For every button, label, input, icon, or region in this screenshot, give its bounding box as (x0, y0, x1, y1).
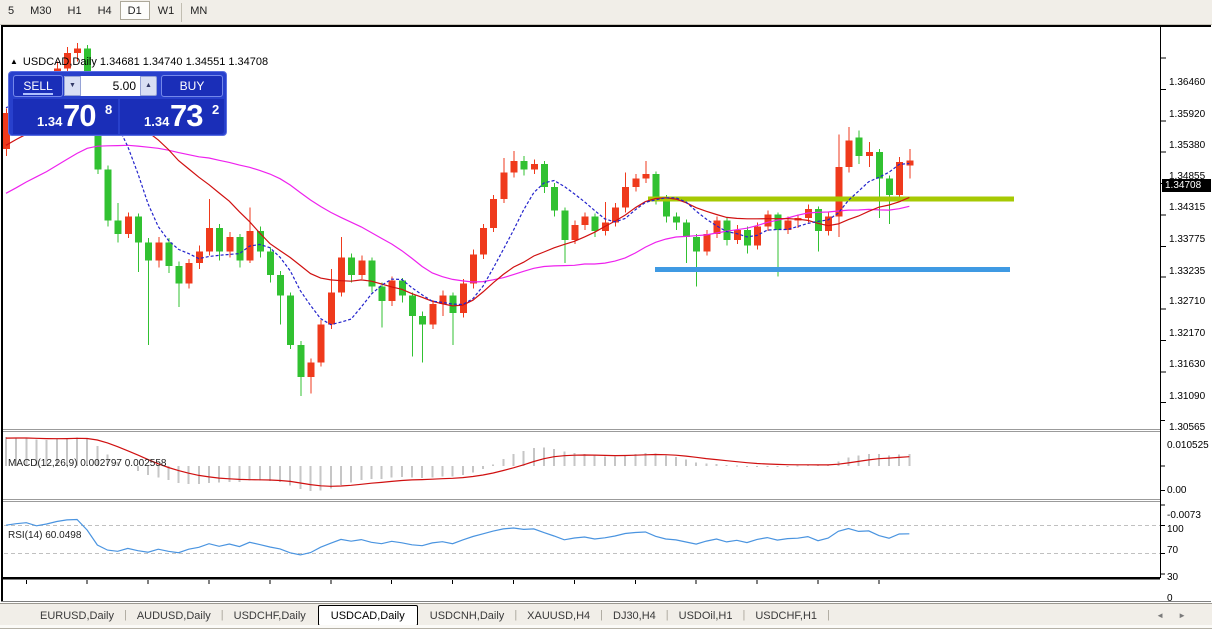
tab-eurusd-daily[interactable]: EURUSD,Daily (40, 610, 114, 622)
chart-symbol-header: ▲ USDCAD,Daily 1.34681 1.34740 1.34551 1.… (10, 56, 268, 68)
toolbar-separator (181, 3, 182, 22)
rsi-axis-label: 70 (1167, 544, 1179, 556)
tab-scroll-left-icon[interactable]: ◄ (1156, 611, 1179, 620)
tab-separator: | (665, 609, 669, 621)
caret-up-icon: ▲ (145, 82, 152, 89)
timeframe-button-5[interactable]: 5 (8, 5, 15, 17)
chart-tabs-bar: EURUSD,Daily | AUDUSD,Daily | USDCHF,Daily US… (0, 603, 1212, 629)
one-click-trade-panel: SELL ▼ ▲ BUY 1.34 70 8 1.34 73 2 (8, 71, 227, 136)
tab-separator: | (123, 609, 127, 621)
moving-averages-layer (5, 76, 910, 326)
price-axis-label: 1.32710 (1169, 296, 1206, 308)
chart-tabs: EURUSD,Daily | AUDUSD,Daily | USDCHF,Daily US… (30, 604, 830, 628)
price-axis-label: 1.34315 (1169, 202, 1206, 214)
tab-separator: | (827, 609, 830, 621)
macd-layer (5, 437, 911, 491)
rsi-axis-label: 0 (1167, 593, 1173, 604)
buy-price-pip: 2 (212, 102, 220, 117)
tab-usdchf-daily[interactable]: USDCHF,Daily (233, 610, 306, 622)
price-axis-label: 1.35380 (1169, 140, 1206, 152)
buy-price-big-digits: 73 (170, 98, 203, 133)
timeframe-button-mn[interactable]: MN (190, 5, 208, 17)
tab-dj30-h4[interactable]: DJ30,H4 (613, 610, 656, 622)
tab-scroll-arrows: ◄► (1156, 611, 1200, 620)
macd-axis-label: 0.00 (1167, 485, 1187, 496)
tab-usdcnh-daily[interactable]: USDCNH,Daily (429, 610, 505, 622)
price-axis-label: 1.34855 (1169, 170, 1206, 182)
hlines-layer (648, 196, 1014, 273)
price-axis-label: 1.35920 (1169, 108, 1206, 120)
tab-scroll-right-icon[interactable]: ► (1178, 611, 1200, 620)
price-axis-label: 1.33775 (1169, 233, 1206, 245)
volume-increase-button[interactable]: ▲ (140, 76, 157, 96)
price-axis-label: 1.31630 (1169, 359, 1206, 371)
caret-down-icon: ▼ (69, 82, 76, 89)
resistance-line[interactable] (648, 196, 1014, 202)
macd-axis-label: 0.010525 (1167, 439, 1209, 451)
rsi-axis-label: 100 (1167, 524, 1184, 535)
tab-usdcad-daily[interactable]: USDCAD,Daily (317, 605, 418, 626)
tab-separator: | (220, 609, 224, 621)
volume-input[interactable] (81, 76, 140, 96)
sell-price-display[interactable]: 1.34 70 8 (13, 98, 118, 134)
price-axis-label: 1.33235 (1169, 265, 1206, 277)
buy-price-display[interactable]: 1.34 73 2 (120, 98, 224, 134)
support-line[interactable] (655, 267, 1010, 273)
rsi-axis-label: 30 (1167, 572, 1179, 584)
macd-axis-label: -0.0073 (1167, 509, 1201, 521)
timeframe-button-w1[interactable]: W1 (157, 5, 175, 17)
timeframe-button-m30[interactable]: M30 (30, 5, 52, 17)
window-bottom-strip (0, 625, 1212, 629)
buy-price-prefix: 1.34 (144, 114, 170, 129)
macd-indicator-label: MACD(12,26,9) 0.002797 0.002558 (8, 458, 167, 469)
timeframe-toolbar: 5 M30 H1 H4 D1 W1 MN (0, 0, 1212, 25)
timeframe-button-h1[interactable]: H1 (67, 5, 82, 17)
price-axis-label: 1.31090 (1169, 390, 1206, 402)
timeframe-button-h4[interactable]: H4 (97, 5, 112, 17)
price-axis-label: 1.36460 (1169, 77, 1206, 89)
sell-button[interactable]: SELL (13, 75, 63, 97)
price-axis-label: 1.30565 (1169, 421, 1206, 433)
price-axis-label: 1.32170 (1169, 327, 1206, 339)
rsi-indicator-label: RSI(14) 60.0498 (8, 530, 82, 541)
chart-window: 1.36460 1.35920 1.35380 1.34855 1.34315 1.337… (0, 25, 1212, 621)
rsi-layer (4, 518, 1160, 556)
tab-usdchf-h1[interactable]: USDCHF,H1 (755, 610, 818, 622)
sell-price-prefix: 1.34 (37, 114, 63, 129)
ohlc-text: USDCAD,Daily 1.34681 1.34740 1.34551 1.3… (22, 56, 269, 68)
collapse-triangle-icon[interactable]: ▲ (10, 57, 18, 66)
tab-separator: | (514, 609, 518, 621)
timeframe-button-d1[interactable]: D1 (119, 1, 150, 20)
frame-layer (1, 25, 1211, 602)
tab-usdoil-h1[interactable]: USDOil,H1 (678, 610, 733, 622)
volume-decrease-button[interactable]: ▼ (64, 76, 81, 96)
current-price-tag: 1.34708 (1162, 179, 1211, 193)
sell-price-pip: 8 (105, 102, 113, 117)
tab-xauusd-h4[interactable]: XAUUSD,H4 (527, 610, 591, 622)
buy-button[interactable]: BUY (161, 75, 223, 97)
tab-audusd-daily[interactable]: AUDUSD,Daily (136, 610, 211, 622)
tab-separator: | (600, 609, 603, 621)
sell-price-big-digits: 70 (63, 98, 96, 133)
tab-separator: | (742, 609, 746, 621)
